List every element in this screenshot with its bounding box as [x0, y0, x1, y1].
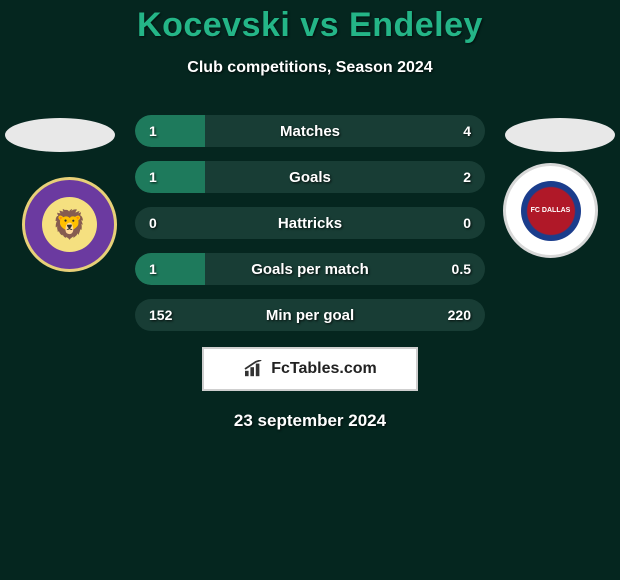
- stats-area: 🦁 FC DALLAS 14Matches 12Goals 00Hattricks 1…: [0, 115, 620, 335]
- brand-text: FcTables.com: [271, 360, 377, 378]
- stat-row: 00Hattricks: [135, 207, 485, 239]
- brand-link[interactable]: FcTables.com: [202, 347, 418, 391]
- stat-label: Hattricks: [135, 207, 485, 239]
- club-badge-right-text: FC DALLAS: [531, 207, 571, 214]
- stat-label: Min per goal: [135, 299, 485, 331]
- stat-rows: 14Matches 12Goals 00Hattricks 10.5Goals per…: [135, 115, 485, 345]
- stat-row: 14Matches: [135, 115, 485, 147]
- date-label: 23 september 2024: [0, 411, 620, 431]
- stat-row: 12Goals: [135, 161, 485, 193]
- stat-row: 152220Min per goal: [135, 299, 485, 331]
- stat-label: Goals: [135, 161, 485, 193]
- subtitle: Club competitions, Season 2024: [0, 59, 620, 77]
- player-photo-left: [5, 118, 115, 152]
- comparison-card: Kocevski vs Endeley Club competitions, S…: [0, 0, 620, 431]
- club-badge-left: 🦁: [22, 177, 117, 272]
- stat-row: 10.5Goals per match: [135, 253, 485, 285]
- fc-dallas-icon: FC DALLAS: [521, 181, 581, 241]
- stat-label: Goals per match: [135, 253, 485, 285]
- club-badge-right: FC DALLAS: [503, 163, 598, 258]
- stat-label: Matches: [135, 115, 485, 147]
- page-title: Kocevski vs Endeley: [0, 0, 620, 45]
- lion-icon: 🦁: [42, 197, 97, 252]
- player-photo-right: [505, 118, 615, 152]
- chart-icon: [243, 360, 265, 378]
